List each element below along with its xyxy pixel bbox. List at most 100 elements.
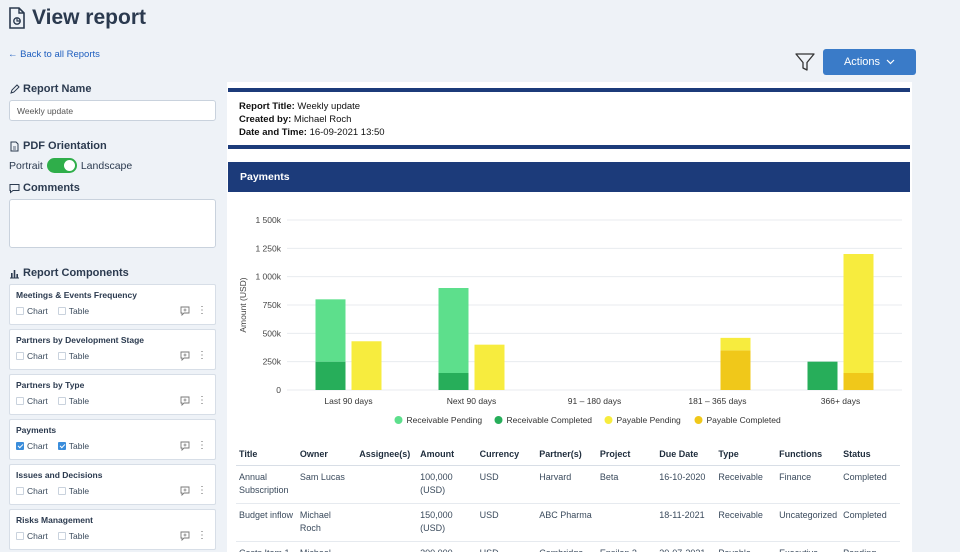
page-title: View report — [8, 6, 146, 30]
table-cell: Michael Roch — [296, 503, 357, 542]
table-checkbox[interactable] — [57, 442, 66, 450]
landscape-label: Landscape — [80, 159, 133, 172]
created-by-value: Michael Roch — [293, 114, 352, 125]
table-cell: Budget inflow — [236, 503, 297, 542]
legend-swatch — [494, 416, 503, 424]
payments-table: Title Owner Assignee(s) Amount Currency Partn… — [236, 445, 900, 552]
report-title-value: Weekly update — [297, 101, 361, 112]
actions-button[interactable]: Actions — [823, 49, 916, 75]
table-checkbox[interactable] — [57, 307, 66, 315]
chart-checkbox[interactable] — [16, 487, 24, 495]
add-comment-icon[interactable] — [180, 351, 190, 361]
column-header: Currency — [476, 445, 537, 466]
y-tick-label: 1 000k — [255, 272, 281, 282]
table-cell: 100,000 (USD) — [417, 465, 477, 504]
table-cell — [356, 465, 418, 504]
y-tick-label: 1 250k — [255, 243, 281, 253]
more-options-icon[interactable]: ⋮ — [197, 530, 207, 541]
table-row[interactable]: Costs Item 1Michael 200,000USDCambridgeEp… — [236, 541, 900, 552]
table-cell: Sam Lucas — [296, 465, 357, 504]
column-header: Partner(s) — [536, 445, 597, 466]
chart-checkbox[interactable] — [16, 352, 24, 360]
chart-checkbox[interactable] — [16, 307, 24, 315]
report-name-label: Report Name — [23, 83, 92, 95]
pdf-orientation-heading: PDF Orientation — [9, 140, 107, 152]
component-options: Chart Table — [16, 486, 89, 496]
component-tools: ⋮ — [180, 441, 207, 451]
table-option-label: Table — [68, 486, 90, 496]
comments-label: Comments — [23, 182, 80, 194]
more-options-icon[interactable]: ⋮ — [197, 305, 207, 316]
component-card: Payments Chart Table ⋮ — [9, 419, 216, 460]
table-cell: Uncategorized — [776, 503, 841, 542]
orientation-toggle-row: Portrait Landscape — [9, 158, 132, 173]
report-components-label: Report Components — [23, 267, 129, 279]
chart-option-label: Chart — [27, 486, 48, 496]
comments-heading: Comments — [9, 182, 80, 194]
column-header: Functions — [776, 445, 841, 466]
column-header: Amount — [417, 445, 477, 466]
legend-swatch — [694, 416, 703, 424]
bar-receivable-pending — [438, 288, 469, 373]
table-option-label: Table — [68, 531, 90, 541]
table-cell: Finance — [776, 465, 841, 504]
component-tools: ⋮ — [180, 306, 207, 316]
chart-checkbox[interactable] — [16, 532, 24, 540]
table-cell: 150,000 (USD) — [417, 503, 477, 542]
component-name: Issues and Decisions — [16, 470, 103, 480]
table-cell: Cambridge — [536, 541, 597, 552]
table-checkbox[interactable] — [57, 397, 66, 405]
table-checkbox[interactable] — [57, 487, 66, 495]
more-options-icon[interactable]: ⋮ — [197, 395, 207, 406]
component-tools: ⋮ — [180, 396, 207, 406]
table-checkbox[interactable] — [57, 352, 66, 360]
bar-receivable-pending — [315, 299, 346, 362]
orientation-toggle[interactable] — [46, 158, 77, 173]
x-tick-label: 366+ days — [821, 396, 860, 406]
legend-swatch — [394, 416, 403, 424]
report-name-input[interactable] — [9, 100, 216, 121]
y-tick-label: 1 500k — [255, 215, 281, 225]
table-checkbox[interactable] — [57, 532, 66, 540]
table-row[interactable]: Annual Subscription Sam Lucas 100,000 (USD… — [236, 465, 900, 504]
table-cell: Executive — [776, 541, 841, 552]
comments-textarea[interactable] — [9, 199, 216, 248]
add-comment-icon[interactable] — [180, 441, 190, 451]
report-title-label: Report Title: — [239, 101, 295, 112]
back-to-reports-link[interactable]: ← Back to all Reports — [8, 49, 100, 60]
bar-payable-completed — [720, 350, 751, 390]
table-cell — [356, 541, 418, 552]
x-tick-label: Next 90 days — [447, 396, 497, 406]
chart-option-label: Chart — [27, 306, 48, 316]
add-comment-icon[interactable] — [180, 531, 190, 541]
chart-option-label: Chart — [27, 351, 48, 361]
chart-checkbox[interactable] — [16, 442, 24, 450]
date-time-line: Date and Time: 16-09-2021 13:50 — [239, 127, 385, 138]
table-cell: ABC Pharma — [536, 503, 597, 542]
component-name: Partners by Development Stage — [16, 335, 145, 345]
legend-label: Payable Pending — [617, 415, 682, 425]
pdf-orientation-label: PDF Orientation — [23, 140, 107, 152]
table-cell — [596, 503, 657, 542]
add-comment-icon[interactable] — [180, 486, 190, 496]
table-row[interactable]: Budget inflow Michael Roch 150,000 (USD) US… — [236, 503, 900, 542]
report-document-icon — [9, 7, 25, 29]
column-header: Status — [840, 445, 900, 466]
portrait-label: Portrait — [9, 159, 43, 172]
component-options: Chart Table — [16, 351, 89, 361]
filter-icon[interactable] — [794, 51, 816, 73]
chart-checkbox[interactable] — [16, 397, 24, 405]
y-tick-label: 750k — [263, 300, 282, 310]
more-options-icon[interactable]: ⋮ — [197, 440, 207, 451]
more-options-icon[interactable]: ⋮ — [197, 350, 207, 361]
table-cell: 200,000 — [417, 541, 477, 552]
bar-receivable-completed — [315, 361, 346, 390]
legend-label: Payable Completed — [707, 415, 781, 425]
add-comment-icon[interactable] — [180, 306, 190, 316]
add-comment-icon[interactable] — [180, 396, 190, 406]
more-options-icon[interactable]: ⋮ — [197, 485, 207, 496]
report-name-heading: Report Name — [9, 83, 91, 95]
table-header-row: Title Owner Assignee(s) Amount Currency Partn… — [236, 445, 900, 466]
component-options: Chart Table — [16, 531, 89, 541]
chevron-down-icon — [886, 59, 895, 65]
